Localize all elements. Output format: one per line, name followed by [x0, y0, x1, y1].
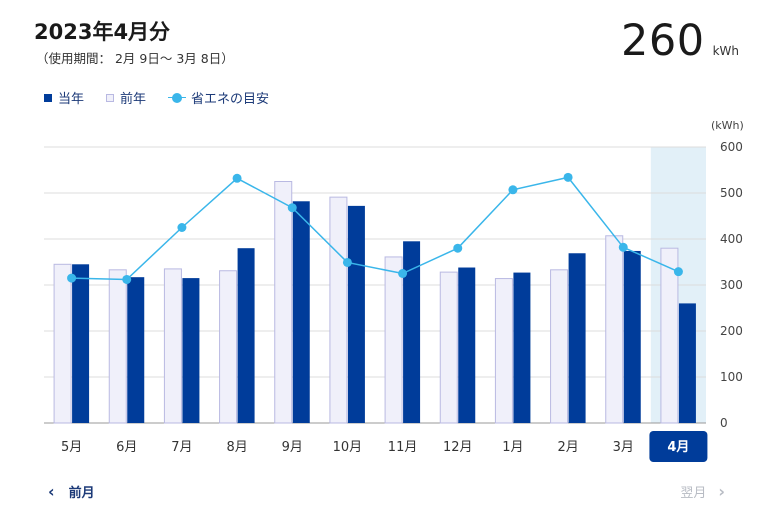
- month-tab-label[interactable]: 3月: [613, 440, 634, 455]
- bar-current-year: [678, 303, 696, 423]
- total-usage-unit: kWh: [712, 44, 739, 58]
- y-tick-label: 600: [720, 140, 743, 154]
- y-unit-label: (kWh): [711, 119, 744, 132]
- bar-previous-year: [108, 269, 127, 424]
- bar-current-year: [458, 267, 476, 423]
- next-month-label: 翌月: [680, 486, 707, 501]
- bar-previous-year: [274, 181, 293, 424]
- target-point: [342, 257, 352, 267]
- month-tab-label[interactable]: 10月: [333, 440, 363, 455]
- usage-period: （使用期間： 2月 9日～ 3月 8日）: [36, 51, 234, 66]
- legend-item-target: 省エネの目安: [168, 88, 269, 107]
- target-point: [67, 273, 77, 283]
- bar-current-year: [403, 241, 421, 423]
- target-point: [563, 172, 573, 182]
- total-usage-value: 260: [621, 16, 705, 66]
- bar-previous-year: [53, 263, 72, 424]
- y-tick-label: 0: [720, 416, 728, 430]
- bar-previous-year: [384, 256, 403, 424]
- bar-previous-year: [550, 269, 569, 424]
- month-tab-label[interactable]: 6月: [116, 440, 137, 455]
- bar-current-year: [623, 250, 641, 423]
- legend-label-previous: 前年: [120, 92, 147, 107]
- month-tab-label[interactable]: 11月: [388, 440, 418, 455]
- bar-previous-year: [329, 196, 348, 424]
- bar-previous-year: [219, 270, 238, 424]
- bar-current-year: [127, 277, 145, 423]
- month-tab-label[interactable]: 5月: [61, 440, 82, 455]
- y-tick-label: 300: [720, 278, 743, 292]
- bar-current-year: [347, 205, 365, 423]
- bar-previous-year: [163, 268, 182, 424]
- next-month-button: 翌月 ›: [680, 482, 725, 501]
- y-tick-label: 100: [720, 370, 743, 384]
- target-point: [508, 185, 518, 195]
- legend-label-target: 省エネの目安: [191, 92, 270, 107]
- target-point: [232, 173, 242, 183]
- y-tick-label: 400: [720, 232, 743, 246]
- month-tab-selected[interactable]: [649, 431, 708, 462]
- month-tab-label[interactable]: 4月: [667, 440, 689, 455]
- bar-previous-year: [660, 247, 679, 424]
- chevron-right-icon: ›: [718, 482, 725, 501]
- bar-current-year: [568, 253, 586, 423]
- prev-month-label: 前月: [68, 486, 95, 501]
- target-point: [177, 223, 187, 232]
- bar-current-year: [182, 278, 200, 423]
- legend-swatch-current: [44, 93, 52, 102]
- target-point: [122, 274, 132, 284]
- bar-previous-year: [439, 271, 458, 424]
- legend-swatch-target: [168, 92, 187, 103]
- month-tab-label[interactable]: 7月: [171, 440, 192, 455]
- bar-current-year: [513, 272, 531, 423]
- legend-swatch-previous: [106, 93, 115, 102]
- page-title: 2023年4月分: [34, 20, 171, 44]
- month-tab-label[interactable]: 1月: [502, 440, 523, 455]
- bar-previous-year: [494, 278, 513, 424]
- legend-item-previous: 前年: [106, 88, 146, 107]
- y-tick-label: 200: [720, 324, 743, 338]
- y-tick-label: 500: [720, 186, 743, 200]
- target-point: [673, 267, 683, 277]
- bar-current-year: [237, 248, 255, 423]
- legend-label-current: 当年: [58, 92, 85, 107]
- month-tab-label[interactable]: 9月: [282, 440, 303, 455]
- bar-current-year: [292, 201, 310, 423]
- bar-previous-year: [605, 235, 624, 424]
- target-point: [287, 203, 297, 213]
- total-usage: 260 kWh: [621, 16, 739, 66]
- chevron-left-icon: ‹: [48, 482, 55, 501]
- prev-month-button[interactable]: ‹ 前月: [48, 482, 95, 501]
- target-point: [618, 242, 628, 252]
- chart-legend: 当年 前年 省エネの目安: [44, 88, 291, 107]
- bar-current-year: [72, 264, 90, 423]
- target-point: [398, 269, 408, 278]
- month-tab-label[interactable]: 8月: [226, 440, 247, 455]
- target-line: [71, 176, 679, 281]
- month-tab-label[interactable]: 2月: [557, 440, 578, 455]
- target-point: [453, 243, 463, 253]
- legend-item-current: 当年: [44, 88, 84, 107]
- month-tab-label[interactable]: 12月: [443, 440, 473, 455]
